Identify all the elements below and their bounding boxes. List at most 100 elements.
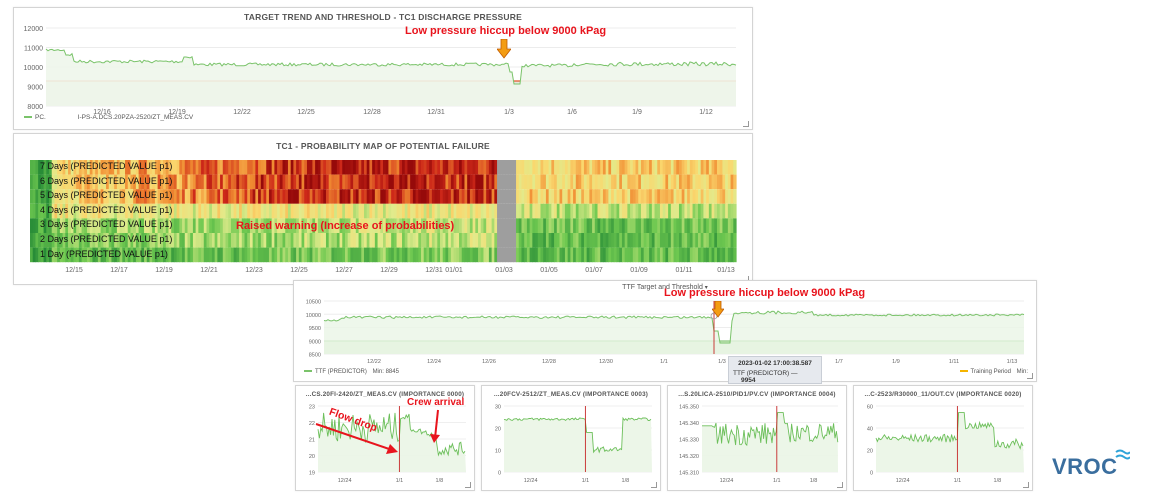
heatmap-cell xyxy=(49,174,53,190)
heatmap-cell xyxy=(393,233,398,248)
heatmap-cell xyxy=(244,233,248,248)
heatmap-cell xyxy=(706,174,710,190)
heatmap-cell xyxy=(535,233,539,248)
resize-handle[interactable] xyxy=(837,482,843,488)
heatmap-cell xyxy=(125,233,129,248)
heatmap-cell xyxy=(206,174,210,190)
heatmap-cell xyxy=(228,174,232,190)
heatmap-cell xyxy=(344,160,349,175)
chevron-down-icon: ▾ xyxy=(704,285,708,291)
heatmap-cell xyxy=(347,233,352,248)
heatmap-cell xyxy=(173,174,178,190)
heatmap-cell xyxy=(448,203,452,219)
heatmap-cell xyxy=(548,247,552,263)
heatmap-cell xyxy=(73,203,77,219)
heatmap-cell xyxy=(654,247,658,263)
heatmap-cell xyxy=(195,233,199,248)
heatmap-row-label: 1 Day (PREDICTED VALUE p1) xyxy=(40,248,168,259)
heatmap-cell xyxy=(89,174,94,190)
heatmap-cell xyxy=(369,247,373,263)
heatmap-cell xyxy=(657,189,661,204)
heatmap-cell xyxy=(201,233,205,248)
heatmap-cell xyxy=(233,247,237,263)
heatmap-cell xyxy=(673,218,677,233)
heatmap-cell xyxy=(464,247,468,263)
heatmap-cell xyxy=(111,233,115,248)
heatmap-cell xyxy=(456,233,460,248)
heatmap-cell xyxy=(708,247,713,263)
heatmap-cell xyxy=(638,247,642,263)
heatmap-cell xyxy=(646,174,650,190)
heatmap-cell xyxy=(266,218,270,233)
heatmap-cell xyxy=(51,189,56,204)
heatmap-cell xyxy=(423,247,428,263)
heatmap-cell xyxy=(249,218,254,233)
trend-legend[interactable]: PC. I-PS-A.DCS.20PZA-2520/ZT_MEAS.CV xyxy=(24,114,193,121)
heatmap-cell xyxy=(467,189,471,204)
resize-handle[interactable] xyxy=(465,482,471,488)
heatmap-cell xyxy=(486,174,490,190)
resize-handle[interactable] xyxy=(1023,482,1029,488)
heatmap-cell xyxy=(567,160,571,175)
heatmap-cell xyxy=(385,218,390,233)
heatmap-cell xyxy=(469,189,474,204)
heatmap-cell xyxy=(524,233,528,248)
heatmap-cell xyxy=(483,233,487,248)
heatmap-cell xyxy=(366,247,371,263)
heatmap-cell xyxy=(184,174,189,190)
heatmap-cell xyxy=(592,189,596,204)
heatmap-cell xyxy=(445,247,449,263)
heatmap-cell xyxy=(301,247,305,263)
heatmap-cell xyxy=(714,160,718,175)
heatmap-cell xyxy=(317,203,322,219)
heatmap-cell xyxy=(583,203,588,219)
heatmap-cell xyxy=(524,160,528,175)
heatmap-cell xyxy=(89,160,94,175)
heatmap-cell xyxy=(168,160,172,175)
heatmap-cell xyxy=(135,218,140,233)
heatmap-cell xyxy=(510,218,514,233)
heatmap-cell xyxy=(160,203,164,219)
heatmap-cell xyxy=(703,218,707,233)
heatmap-cell xyxy=(445,203,449,219)
heatmap-cell xyxy=(157,203,161,219)
heatmap-cell xyxy=(402,218,406,233)
heatmap-cell xyxy=(187,189,191,204)
heatmap-cell xyxy=(369,189,373,204)
resize-handle[interactable] xyxy=(1027,373,1033,379)
heatmap-cell xyxy=(711,218,715,233)
heatmap-cell xyxy=(127,218,132,233)
resize-handle[interactable] xyxy=(743,121,749,127)
heatmap-cell xyxy=(62,189,66,204)
heatmap-cell xyxy=(703,174,707,190)
heatmap-cell xyxy=(222,174,227,190)
heatmap-cell xyxy=(168,247,172,263)
heatmap-cell xyxy=(551,203,555,219)
heatmap-cell xyxy=(312,174,316,190)
heatmap-row-label: 4 Days (PREDICTED VALUE p1) xyxy=(40,204,173,215)
heatmap-cell xyxy=(122,218,126,233)
heatmap-cell xyxy=(535,218,539,233)
heatmap-cell xyxy=(659,233,664,248)
ttf-legend[interactable]: TTF (PREDICTOR) Min: 8845 xyxy=(304,369,399,375)
heatmap-cell xyxy=(461,203,466,219)
resize-handle[interactable] xyxy=(651,482,657,488)
heatmap-cell xyxy=(279,233,284,248)
heatmap-cell xyxy=(529,160,533,175)
heatmap-cell xyxy=(100,189,104,204)
heatmap-cell xyxy=(695,247,699,263)
heatmap-cell xyxy=(203,160,208,175)
heatmap-cell xyxy=(32,218,37,233)
heatmap-cell xyxy=(407,174,411,190)
heatmap-cell xyxy=(388,174,392,190)
ttf-legend-right[interactable]: Training Period Min: xyxy=(959,369,1028,375)
heatmap-cell xyxy=(198,218,202,233)
ttf-title[interactable]: TTF Target and Threshold ▾ xyxy=(294,284,1036,291)
heatmap-cell xyxy=(32,174,37,190)
heatmap-cell xyxy=(673,203,677,219)
heatmap-cell xyxy=(472,247,476,263)
heatmap-cell xyxy=(114,174,118,190)
heatmap-cell xyxy=(239,203,243,219)
heatmap-cell xyxy=(293,203,297,219)
heatmap-cell xyxy=(293,189,297,204)
